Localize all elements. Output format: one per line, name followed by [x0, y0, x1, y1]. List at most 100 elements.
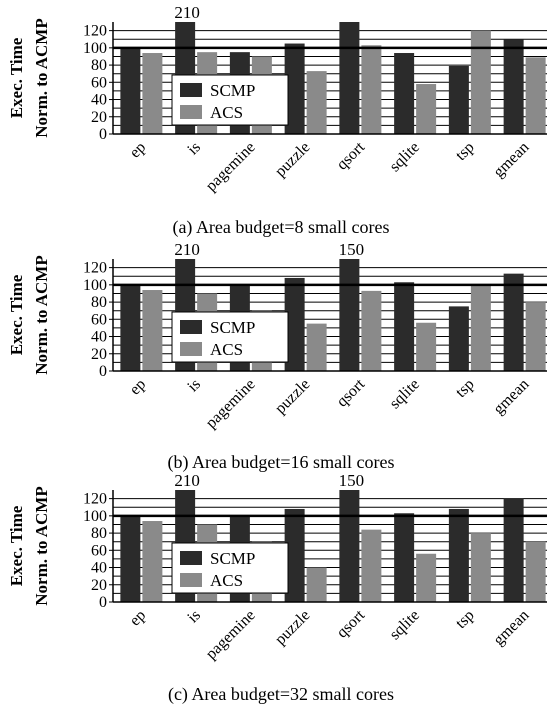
- legend-label-acs: ACS: [210, 571, 243, 590]
- x-tick-label-is: is: [184, 607, 204, 627]
- bar-acs-ep: [142, 290, 163, 371]
- x-tick-label-sqlite: sqlite: [386, 607, 423, 644]
- bar-scmp-puzzle: [284, 277, 305, 371]
- x-tick-label-pagemine: pagemine: [203, 607, 259, 663]
- y-tick-label: 80: [91, 294, 107, 311]
- bar-scmp-ep: [120, 284, 141, 371]
- bar-acs-qsort: [361, 529, 382, 602]
- y-tick-label: 100: [83, 40, 107, 57]
- y-tick-label: 20: [91, 109, 107, 126]
- bar-scmp-qsort: [339, 22, 360, 134]
- bar-scmp-sqlite: [394, 282, 415, 371]
- bar-scmp-gmean: [503, 273, 524, 371]
- y-tick-label: 80: [91, 57, 107, 74]
- bar-acs-qsort: [361, 290, 382, 371]
- y-axis-label-line2: Norm. to ACMP: [32, 255, 51, 374]
- bar-scmp-puzzle: [284, 508, 305, 602]
- y-tick-label: 100: [83, 508, 107, 525]
- bar-acs-puzzle: [306, 323, 327, 371]
- legend-swatch-scmp: [180, 320, 202, 334]
- y-axis-label-line2: Norm. to ACMP: [32, 18, 51, 137]
- x-tick-label-puzzle: puzzle: [272, 607, 314, 649]
- legend-label-acs: ACS: [210, 340, 243, 359]
- caption-2: (b) Area budget=16 small cores: [167, 452, 394, 473]
- y-tick-label: 120: [83, 23, 107, 40]
- x-tick-label-gmean: gmean: [490, 139, 532, 181]
- x-tick-label-ep: ep: [126, 376, 149, 399]
- caption-1: (a) Area budget=8 small cores: [172, 217, 389, 238]
- x-tick-label-sqlite: sqlite: [386, 139, 423, 176]
- bar-scmp-gmean: [503, 39, 524, 134]
- bar-acs-sqlite: [416, 84, 437, 134]
- y-tick-label: 0: [99, 594, 107, 611]
- bar-scmp-qsort: [339, 490, 360, 602]
- y-axis-label-line1: Exec. Time: [7, 37, 26, 118]
- overflow-label-qsort: 150: [339, 471, 365, 490]
- y-tick-label: 80: [91, 525, 107, 542]
- caption-3: (c) Area budget=32 small cores: [168, 684, 394, 705]
- bar-scmp-ep: [120, 47, 141, 134]
- x-tick-label-qsort: qsort: [334, 375, 369, 410]
- bar-acs-qsort: [361, 45, 382, 135]
- bar-acs-sqlite: [416, 322, 437, 371]
- x-tick-label-is: is: [184, 139, 204, 159]
- bar-scmp-qsort: [339, 259, 360, 371]
- x-tick-label-gmean: gmean: [490, 376, 532, 418]
- bar-acs-tsp: [470, 284, 491, 371]
- bar-acs-gmean: [525, 302, 546, 371]
- bar-scmp-gmean: [503, 498, 524, 602]
- bar-acs-ep: [142, 53, 163, 135]
- x-tick-label-tsp: tsp: [452, 376, 477, 401]
- y-tick-label: 100: [83, 277, 107, 294]
- legend-swatch-scmp: [180, 83, 202, 97]
- y-tick-label: 0: [99, 363, 107, 380]
- y-tick-label: 0: [99, 126, 107, 143]
- x-tick-label-tsp: tsp: [452, 139, 477, 164]
- overflow-label-is: 210: [174, 240, 200, 259]
- x-tick-label-pagemine: pagemine: [203, 376, 259, 432]
- y-tick-label: 120: [83, 491, 107, 508]
- x-tick-label-qsort: qsort: [334, 138, 369, 173]
- x-tick-label-sqlite: sqlite: [386, 376, 423, 413]
- y-tick-label: 60: [91, 311, 107, 328]
- y-tick-label: 20: [91, 577, 107, 594]
- x-tick-label-qsort: qsort: [334, 606, 369, 641]
- x-tick-label-ep: ep: [126, 139, 149, 162]
- y-tick-label: 40: [91, 92, 107, 109]
- bar-scmp-tsp: [448, 65, 469, 134]
- y-tick-label: 60: [91, 542, 107, 559]
- x-tick-label-is: is: [184, 376, 204, 396]
- legend-swatch-acs: [180, 573, 202, 587]
- legend-label-scmp: SCMP: [210, 318, 255, 337]
- legend-swatch-acs: [180, 342, 202, 356]
- overflow-label-is: 210: [174, 3, 200, 22]
- y-tick-label: 120: [83, 260, 107, 277]
- legend-swatch-scmp: [180, 551, 202, 565]
- x-tick-label-pagemine: pagemine: [203, 139, 259, 195]
- y-axis-label-line1: Exec. Time: [7, 274, 26, 355]
- y-axis-label-line1: Exec. Time: [7, 505, 26, 586]
- legend-swatch-acs: [180, 105, 202, 119]
- bar-scmp-sqlite: [394, 513, 415, 602]
- bar-acs-puzzle: [306, 71, 327, 134]
- y-tick-label: 60: [91, 74, 107, 91]
- bar-acs-sqlite: [416, 553, 437, 602]
- bar-scmp-sqlite: [394, 53, 415, 135]
- bar-acs-gmean: [525, 57, 546, 135]
- legend-label-scmp: SCMP: [210, 81, 255, 100]
- x-tick-label-gmean: gmean: [490, 607, 532, 649]
- overflow-label-qsort: 150: [339, 240, 365, 259]
- legend-label-scmp: SCMP: [210, 549, 255, 568]
- bar-scmp-puzzle: [284, 43, 305, 134]
- y-tick-label: 40: [91, 560, 107, 577]
- y-axis-label-line2: Norm. to ACMP: [32, 486, 51, 605]
- bar-acs-gmean: [525, 541, 546, 602]
- bar-acs-tsp: [470, 30, 491, 134]
- x-tick-label-puzzle: puzzle: [272, 376, 314, 418]
- bar-scmp-tsp: [448, 508, 469, 602]
- y-tick-label: 20: [91, 346, 107, 363]
